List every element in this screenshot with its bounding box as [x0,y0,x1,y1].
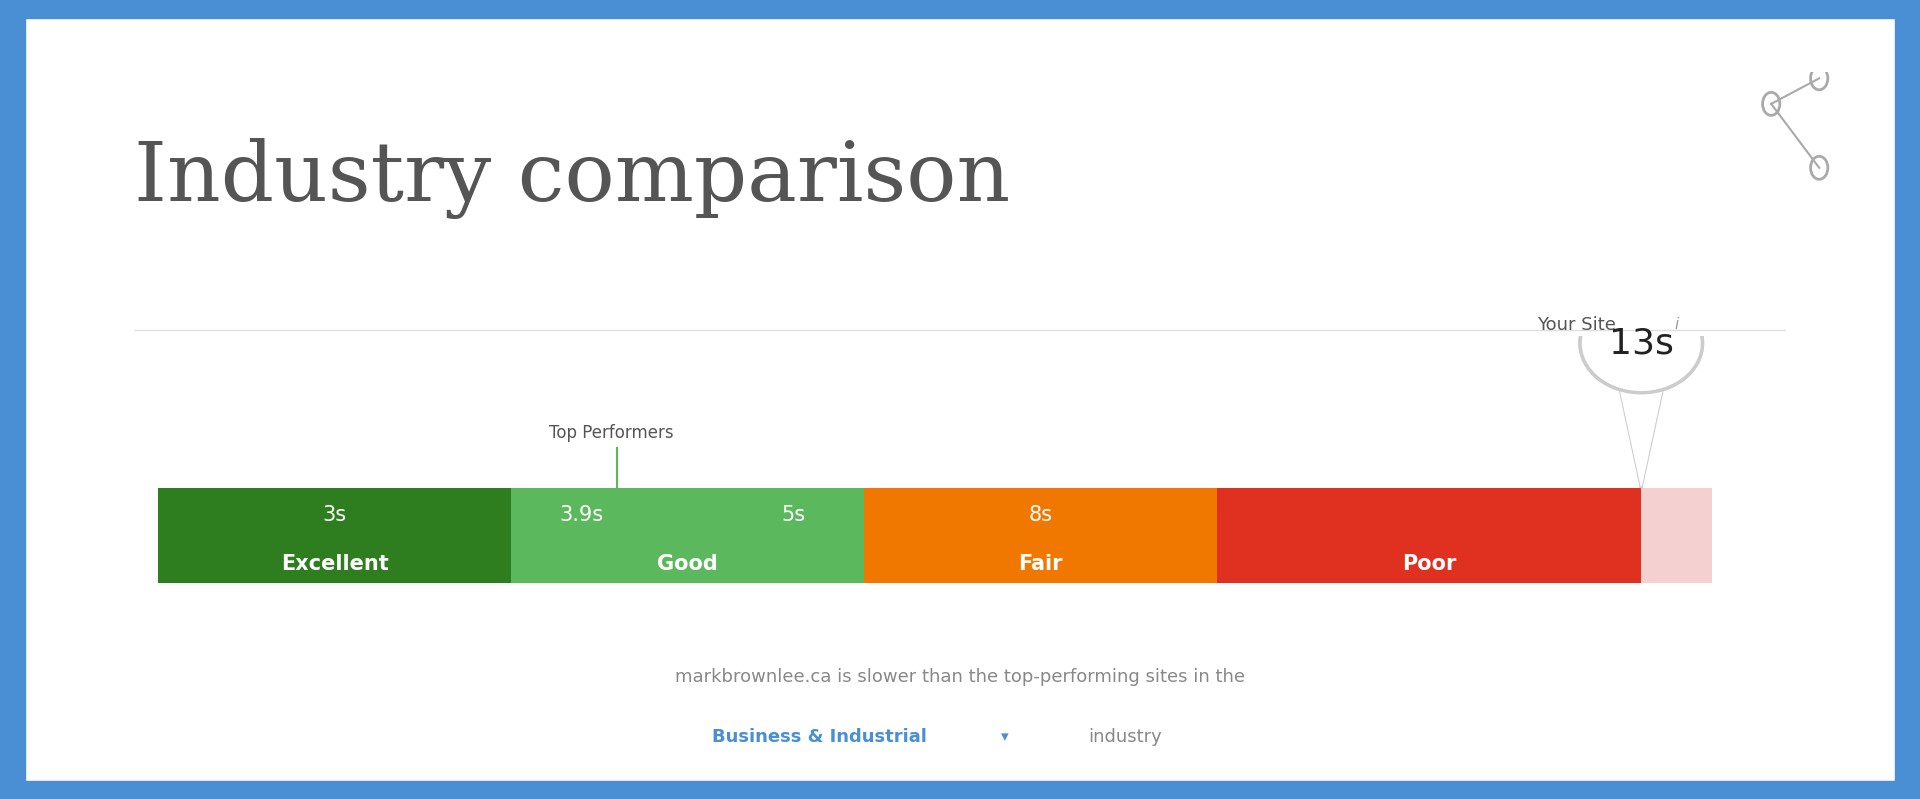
Text: Business & Industrial: Business & Industrial [712,728,927,746]
Text: 3s: 3s [323,505,348,525]
Text: Top Performers: Top Performers [549,424,674,443]
Text: 5s: 5s [781,505,806,525]
Text: markbrownlee.ca is slower than the top-performing sites in the: markbrownlee.ca is slower than the top-p… [676,668,1244,686]
Text: ▾: ▾ [1000,729,1008,745]
Text: i: i [1674,316,1678,332]
Text: industry: industry [1089,728,1162,746]
Circle shape [1651,303,1703,345]
Bar [1217,488,1642,583]
Circle shape [1580,294,1703,393]
Circle shape [1580,294,1703,393]
Bar [157,488,511,583]
Text: Poor: Poor [1402,555,1457,574]
Text: 8s: 8s [1029,505,1052,525]
Text: Industry comparison: Industry comparison [134,138,1010,220]
Bar [864,488,1217,583]
Polygon shape [1620,388,1663,486]
Text: Excellent: Excellent [280,555,388,574]
Bar [1642,488,1713,583]
Text: Fair: Fair [1020,555,1064,574]
Text: Your Site: Your Site [1538,316,1617,334]
Text: 13s: 13s [1609,326,1674,360]
Text: Good: Good [657,555,718,574]
Bar [511,488,864,583]
Text: 3.9s: 3.9s [561,505,603,525]
